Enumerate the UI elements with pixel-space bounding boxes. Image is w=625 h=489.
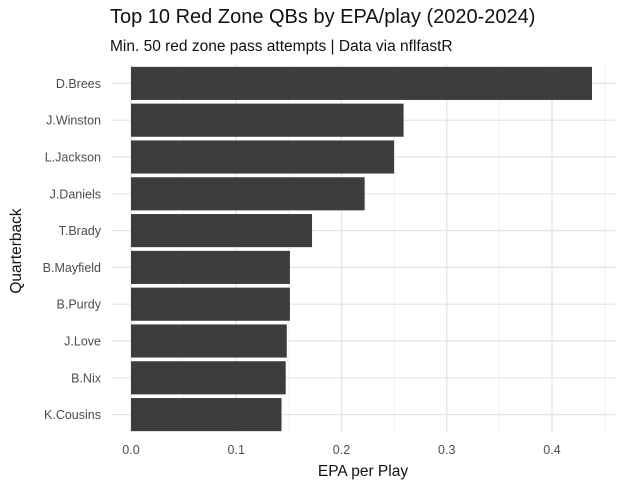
y-tick-label: L.Jackson: [45, 151, 101, 165]
x-tick-label: 0.0: [122, 443, 139, 457]
y-tick-label: T.Brady: [59, 224, 102, 238]
bar: [131, 140, 395, 174]
bar: [131, 177, 365, 211]
bar: [131, 287, 290, 321]
bar: [131, 398, 282, 432]
y-tick-label: J.Daniels: [50, 187, 101, 201]
y-tick-label: B.Nix: [71, 371, 102, 385]
bar: [131, 324, 287, 358]
chart-title: Top 10 Red Zone QBs by EPA/play (2020-20…: [110, 6, 536, 28]
x-tick-label: 0.2: [333, 443, 350, 457]
bars: [131, 66, 592, 432]
bar: [131, 250, 290, 284]
bar: [131, 103, 404, 137]
y-tick-labels: D.Brees J.Winston L.Jackson J.Daniels T.Brad…: [43, 77, 102, 422]
x-tick-labels: 0.0 0.1 0.2 0.3 0.4: [122, 443, 560, 457]
y-tick-label: J.Winston: [46, 114, 101, 128]
x-axis-label: EPA per Play: [318, 463, 408, 480]
bar: [131, 66, 592, 100]
y-axis-label: Quarterback: [8, 208, 25, 294]
chart-subtitle: Min. 50 red zone pass attempts | Data vi…: [110, 38, 453, 55]
y-tick-label: B.Mayfield: [43, 261, 101, 275]
x-tick-label: 0.3: [438, 443, 455, 457]
x-tick-label: 0.4: [543, 443, 560, 457]
bar: [131, 214, 313, 248]
bar: [131, 361, 286, 395]
y-tick-label: D.Brees: [56, 77, 101, 91]
x-tick-label: 0.1: [228, 443, 245, 457]
y-tick-label: B.Purdy: [57, 298, 102, 312]
y-tick-label: K.Cousins: [44, 408, 101, 422]
y-tick-label: J.Love: [64, 335, 101, 349]
